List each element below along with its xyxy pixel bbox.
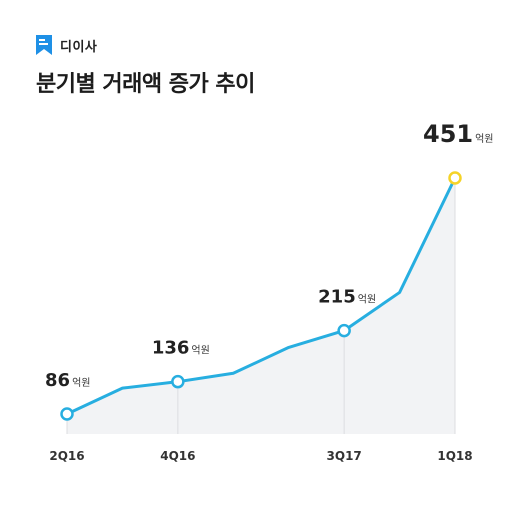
data-point-4Q16 [171,374,185,389]
brand: 디이사 [36,35,97,55]
chart-title: 분기별 거래액 증가 추이 [36,72,255,97]
value-unit: 억원 [358,294,376,306]
area-fill [67,178,455,434]
value-label-2Q16: 86 억원 [45,370,90,391]
value-number: 86 [45,370,70,391]
value-label-3Q17: 215 억원 [318,287,376,308]
data-point-2Q16 [60,407,74,421]
value-unit: 억원 [191,345,209,357]
value-number: 215 [318,287,356,308]
x-tick-3Q17: 3Q17 [327,449,362,463]
data-point-1Q18 [448,171,462,185]
value-unit: 억원 [475,133,493,145]
x-tick-2Q16: 2Q16 [49,449,84,463]
x-tick-1Q18: 1Q18 [437,449,472,463]
brand-name: 디이사 [60,39,98,55]
value-unit: 억원 [72,377,90,389]
value-label-1Q18: 451 억원 [423,120,494,148]
value-number: 451 [423,120,473,148]
data-point-3Q17 [337,323,351,338]
bookmark-logo-icon [36,35,52,55]
x-tick-4Q16: 4Q16 [160,449,195,463]
value-label-4Q16: 136 억원 [152,338,210,359]
value-number: 136 [152,338,190,359]
series-line [65,176,457,416]
